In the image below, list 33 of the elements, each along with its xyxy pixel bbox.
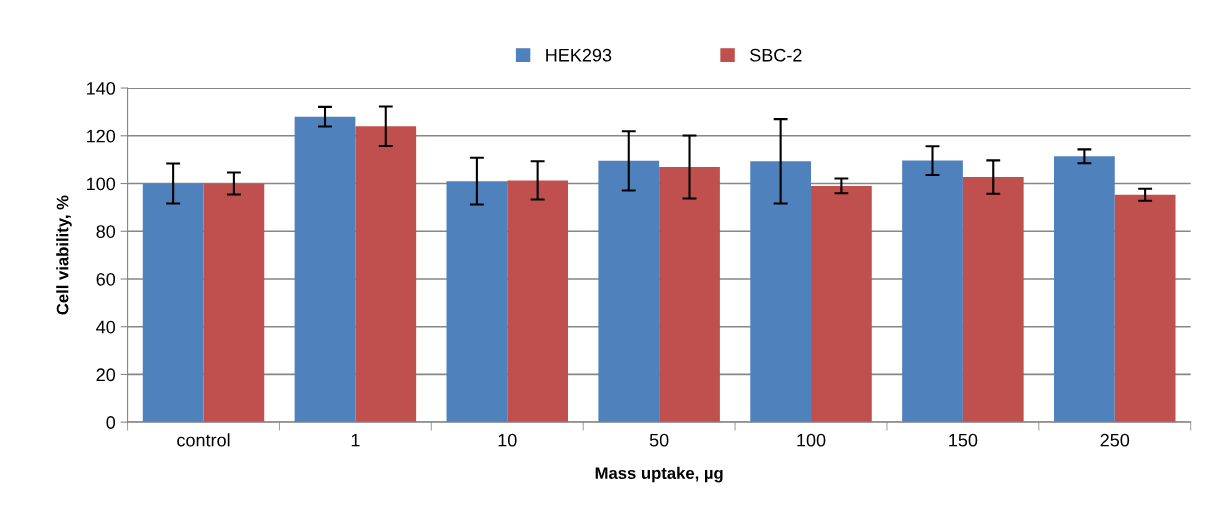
y-tick-label: 80: [96, 225, 116, 238]
y-tick-label: 60: [96, 272, 116, 286]
y-axis-title: Cell viability, %: [56, 195, 72, 315]
bar: [1114, 194, 1176, 423]
y-tick-label: 40: [96, 320, 116, 334]
y-tick-label: 100: [87, 177, 116, 191]
bar: [598, 160, 660, 423]
y-tick-label: 140: [87, 81, 116, 95]
bar: [294, 116, 356, 423]
bar: [902, 160, 963, 423]
x-tick-label: 10: [498, 433, 517, 447]
bar: [659, 167, 720, 423]
y-tick-label: 0: [106, 416, 116, 429]
y-tick-label: 120: [87, 129, 116, 143]
x-tick-label: 50: [649, 433, 669, 447]
x-tick-label: control: [177, 433, 230, 447]
legend-label: SBC-2: [750, 48, 802, 62]
x-tick-label: 250: [1100, 433, 1130, 447]
x-tick-label: 100: [797, 433, 826, 447]
y-tick-label: 20: [96, 368, 116, 382]
x-tick-label: 1: [351, 433, 360, 447]
bar: [142, 183, 204, 423]
bar: [203, 183, 265, 423]
x-tick-label: 150: [949, 433, 978, 447]
bar: [507, 180, 569, 423]
bar: [811, 185, 872, 423]
x-axis-title: Mass uptake, µg: [595, 466, 723, 483]
bar: [1054, 156, 1115, 423]
bar: [446, 181, 508, 423]
bar: [750, 161, 812, 423]
bar: [962, 177, 1024, 423]
legend-label: HEK293: [546, 48, 612, 62]
bar: [355, 126, 417, 423]
